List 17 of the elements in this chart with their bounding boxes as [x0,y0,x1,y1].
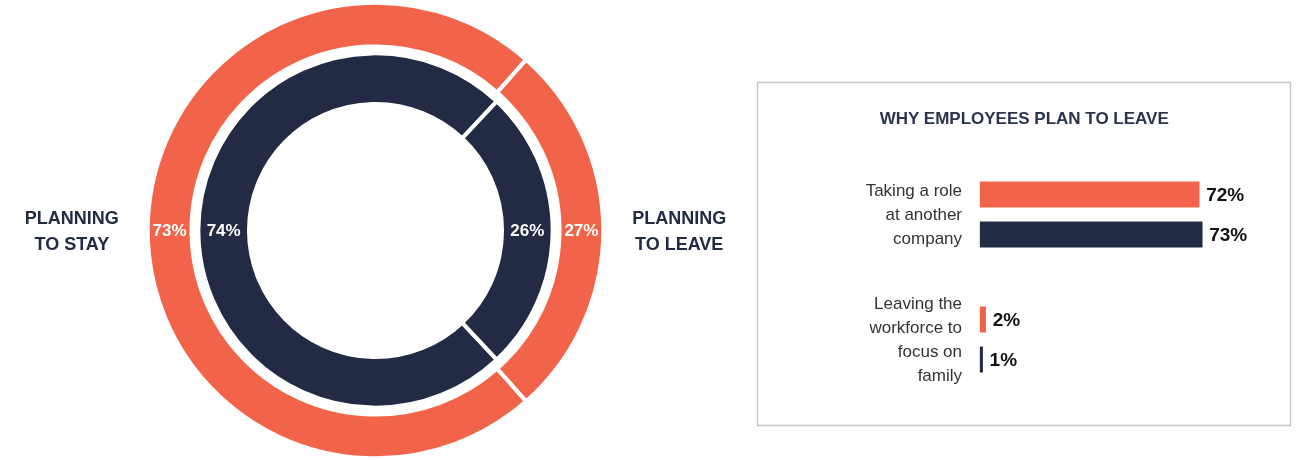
chart-title: WHY EMPLOYEES PLAN TO LEAVE [879,109,1169,128]
slice-label: PLANNING TO LEAVE [632,207,727,254]
bar [979,346,983,373]
slice-label: PLANNING TO STAY [24,207,119,254]
data-label: 74% [206,221,241,240]
bar [979,221,1203,248]
data-label: 73% [1209,224,1248,245]
y-tick-label: Taking a role at another company [865,181,963,248]
data-label: 27% [564,221,599,240]
data-label: 2% [992,309,1021,330]
data-label: 73% [152,221,187,240]
bar [979,181,1200,208]
y-tick-label: Leaving the workforce to focus on family [868,294,963,385]
data-label: 72% [1206,184,1245,205]
data-label: 26% [510,221,545,240]
bar [979,306,986,333]
data-label: 1% [989,349,1018,370]
